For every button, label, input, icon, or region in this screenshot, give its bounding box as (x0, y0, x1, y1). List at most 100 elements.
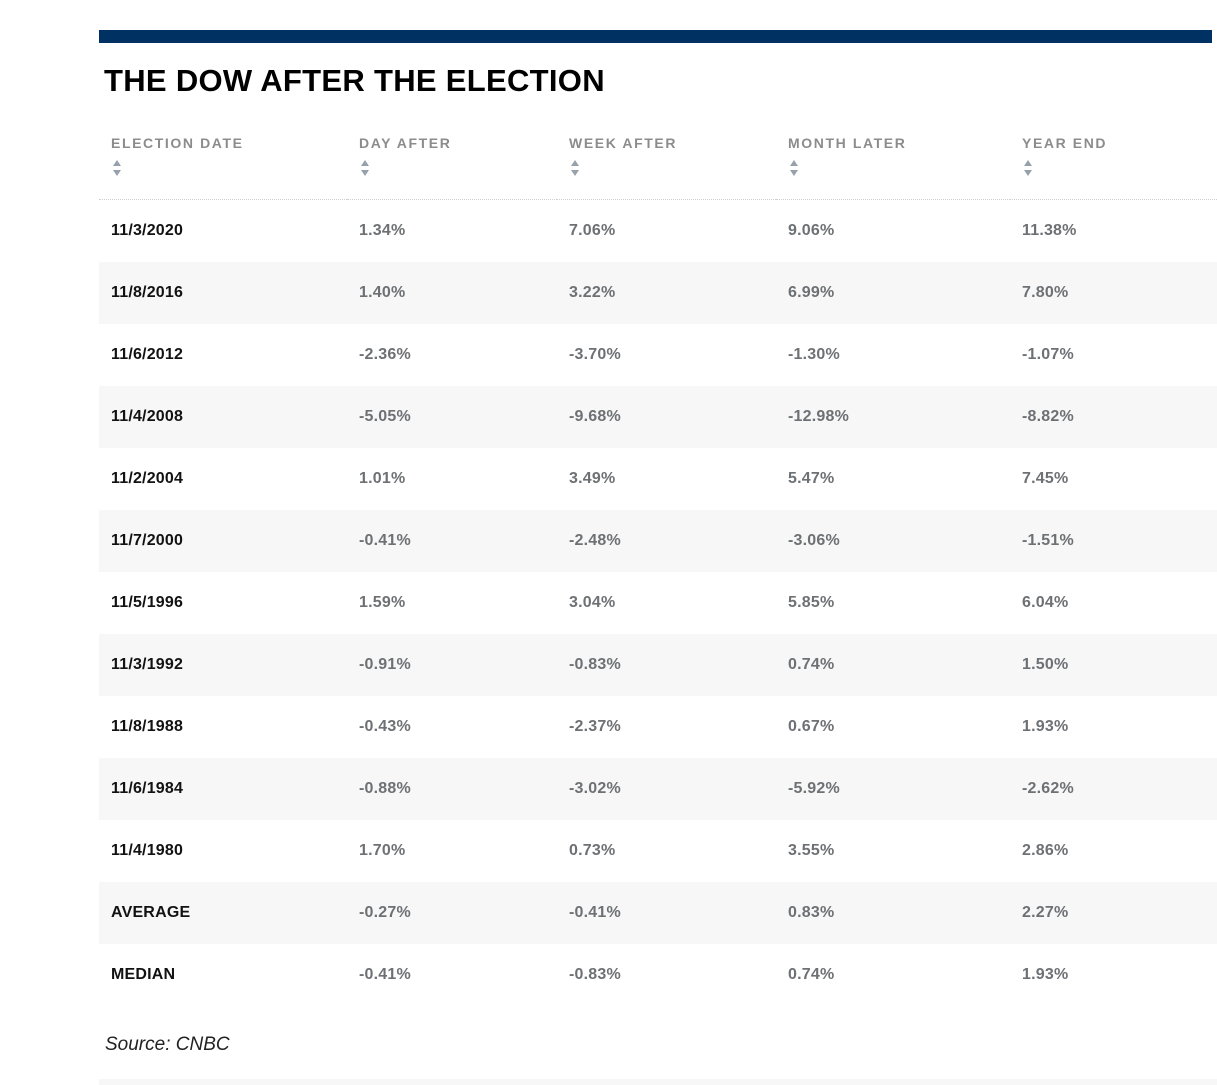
value-cell: 0.83% (788, 904, 835, 921)
value-cell: -0.41% (359, 966, 411, 983)
value-cell: 11.38% (1022, 222, 1077, 239)
value-cell: -1.51% (1022, 532, 1074, 549)
value-cell: 3.55% (788, 842, 835, 859)
value-cell: -0.83% (569, 966, 621, 983)
value-cell: -12.98% (788, 408, 849, 425)
column-header-day-after[interactable]: DAY AFTER (347, 126, 557, 200)
row-label-cell: AVERAGE (111, 904, 191, 921)
header-row: ELECTION DATE DAY AFTER WEEK AFTER MONTH LA… (99, 126, 1217, 200)
row-label-cell: 11/2/2004 (111, 470, 184, 487)
table-row: 11/5/1996 1.59% 3.04% 5.85% 6.04% (99, 572, 1217, 634)
sort-control[interactable] (113, 160, 121, 176)
value-cell: -1.07% (1022, 346, 1074, 363)
sort-descending-icon (571, 170, 579, 176)
table-row: 11/7/2000 -0.41% -2.48% -3.06% -1.51% (99, 510, 1217, 572)
sort-control[interactable] (1024, 160, 1032, 176)
sort-descending-icon (361, 170, 369, 176)
row-label-cell: 11/5/1996 (111, 594, 184, 611)
table-row: 11/4/2008 -5.05% -9.68% -12.98% -8.82% (99, 386, 1217, 448)
sort-descending-icon (790, 170, 798, 176)
value-cell: 3.04% (569, 594, 616, 611)
value-cell: -0.27% (359, 904, 411, 921)
table-header: ELECTION DATE DAY AFTER WEEK AFTER MONTH LA… (99, 126, 1217, 200)
value-cell: -3.06% (788, 532, 840, 549)
row-label-cell: 11/7/2000 (111, 532, 184, 549)
row-label-cell: 11/6/1984 (111, 780, 184, 797)
value-cell: 1.34% (359, 222, 406, 239)
table-row: 11/6/1984 -0.88% -3.02% -5.92% -2.62% (99, 758, 1217, 820)
column-label: DAY AFTER (359, 135, 452, 151)
value-cell: 1.59% (359, 594, 406, 611)
value-cell: -2.62% (1022, 780, 1074, 797)
value-cell: -3.70% (569, 346, 621, 363)
sort-control[interactable] (361, 160, 369, 176)
brand-bar (99, 30, 1212, 43)
table-row: 11/3/2020 1.34% 7.06% 9.06% 11.38% (99, 200, 1217, 263)
bottom-strip (99, 1079, 1217, 1085)
row-label-cell: 11/6/2012 (111, 346, 184, 363)
column-label: YEAR END (1022, 135, 1108, 151)
row-label-cell: 11/8/2016 (111, 284, 184, 301)
table-row: 11/6/2012 -2.36% -3.70% -1.30% -1.07% (99, 324, 1217, 386)
value-cell: -2.37% (569, 718, 621, 735)
value-cell: 1.93% (1022, 718, 1069, 735)
value-cell: 5.47% (788, 470, 835, 487)
value-cell: 3.49% (569, 470, 616, 487)
value-cell: 7.45% (1022, 470, 1069, 487)
value-cell: 9.06% (788, 222, 835, 239)
value-cell: -0.41% (569, 904, 621, 921)
value-cell: 2.86% (1022, 842, 1069, 859)
value-cell: -2.48% (569, 532, 621, 549)
value-cell: -0.88% (359, 780, 411, 797)
table-row: 11/4/1980 1.70% 0.73% 3.55% 2.86% (99, 820, 1217, 882)
sort-descending-icon (1024, 170, 1032, 176)
value-cell: -0.91% (359, 656, 411, 673)
value-cell: 3.22% (569, 284, 616, 301)
table-row: AVERAGE -0.27% -0.41% 0.83% 2.27% (99, 882, 1217, 944)
value-cell: -1.30% (788, 346, 840, 363)
column-label: WEEK AFTER (569, 135, 678, 151)
column-label: MONTH LATER (788, 135, 907, 151)
value-cell: 0.74% (788, 656, 835, 673)
sort-ascending-icon (113, 160, 121, 166)
sort-ascending-icon (361, 160, 369, 166)
value-cell: -8.82% (1022, 408, 1074, 425)
row-label-cell: 11/8/1988 (111, 718, 184, 735)
value-cell: 0.67% (788, 718, 835, 735)
value-cell: -3.02% (569, 780, 621, 797)
sort-ascending-icon (571, 160, 579, 166)
sort-control[interactable] (790, 160, 798, 176)
value-cell: 5.85% (788, 594, 835, 611)
value-cell: 1.93% (1022, 966, 1069, 983)
column-header-week-after[interactable]: WEEK AFTER (557, 126, 776, 200)
value-cell: 6.04% (1022, 594, 1069, 611)
dow-election-table: ELECTION DATE DAY AFTER WEEK AFTER MONTH LA… (99, 126, 1217, 1006)
value-cell: 7.06% (569, 222, 616, 239)
value-cell: 1.40% (359, 284, 406, 301)
column-header-election-date[interactable]: ELECTION DATE (99, 126, 347, 200)
value-cell: 1.70% (359, 842, 406, 859)
value-cell: 1.01% (359, 470, 406, 487)
sort-descending-icon (113, 170, 121, 176)
sort-ascending-icon (1024, 160, 1032, 166)
value-cell: -0.83% (569, 656, 621, 673)
value-cell: 0.73% (569, 842, 616, 859)
value-cell: -9.68% (569, 408, 621, 425)
value-cell: 2.27% (1022, 904, 1069, 921)
value-cell: 7.80% (1022, 284, 1069, 301)
table-row: 11/2/2004 1.01% 3.49% 5.47% 7.45% (99, 448, 1217, 510)
value-cell: -0.43% (359, 718, 411, 735)
row-label-cell: 11/4/2008 (111, 408, 184, 425)
value-cell: -0.41% (359, 532, 411, 549)
sort-control[interactable] (571, 160, 579, 176)
value-cell: 6.99% (788, 284, 835, 301)
table-row: 11/3/1992 -0.91% -0.83% 0.74% 1.50% (99, 634, 1217, 696)
value-cell: -2.36% (359, 346, 411, 363)
table-body: 11/3/2020 1.34% 7.06% 9.06% 11.38% 11/8/2016 1… (99, 200, 1217, 1007)
table-row: 11/8/1988 -0.43% -2.37% 0.67% 1.93% (99, 696, 1217, 758)
table-row: MEDIAN -0.41% -0.83% 0.74% 1.93% (99, 944, 1217, 1006)
row-label-cell: 11/3/2020 (111, 222, 184, 239)
column-header-year-end[interactable]: YEAR END (1010, 126, 1217, 200)
column-header-month-later[interactable]: MONTH LATER (776, 126, 1010, 200)
